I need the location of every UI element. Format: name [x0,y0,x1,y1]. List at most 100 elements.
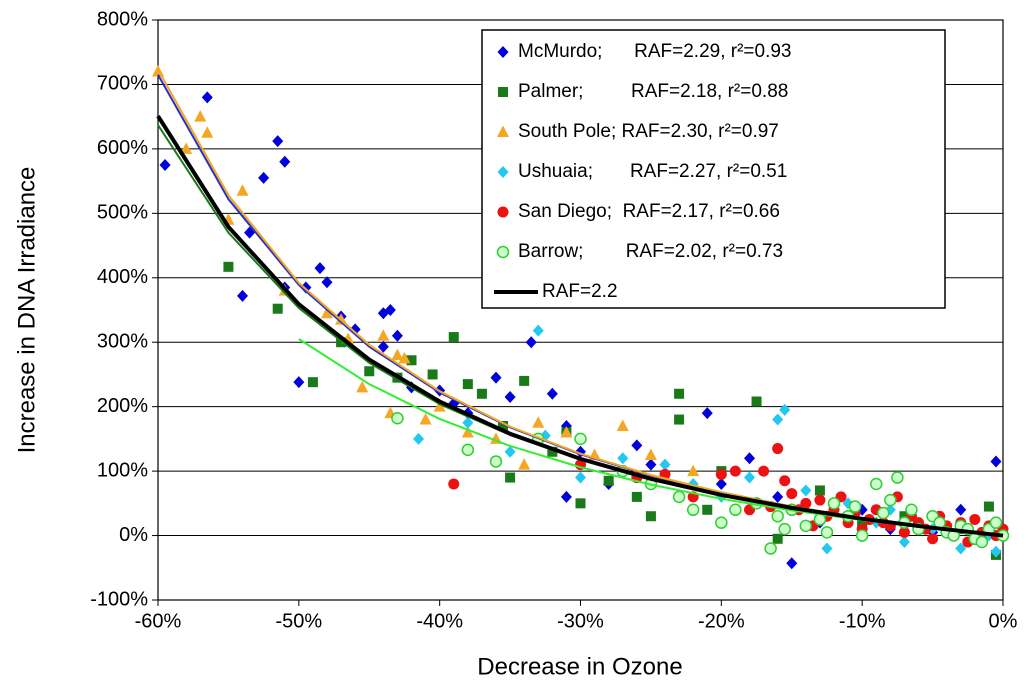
point [715,478,727,490]
legend-label: Barrow; RAF=2.02, r²=0.73 [518,241,783,262]
legend-label: San Diego; RAF=2.17, r²=0.66 [518,201,780,222]
point [744,452,755,465]
point [644,448,657,460]
point [279,155,291,168]
point [427,369,438,380]
point [751,396,762,407]
legend-marker [497,125,509,137]
point [575,471,586,484]
point [820,526,834,539]
point [377,329,390,341]
point [877,506,890,520]
point [955,542,967,555]
point [799,519,813,533]
point [645,458,657,471]
point [884,493,897,507]
point [461,425,474,438]
point [476,388,487,399]
point [236,184,249,196]
point [505,472,516,483]
legend-label: South Pole; RAF=2.30, r²=0.97 [518,121,779,142]
x-tick-label: -50% [275,610,322,632]
point [504,391,516,403]
point [413,432,425,445]
point [272,303,283,314]
point [532,324,544,337]
plot-frame [157,19,1004,601]
x-tick-label: -10% [839,610,886,632]
point [560,425,573,438]
x-tick-label: -60% [135,610,182,632]
point [518,458,531,470]
point [201,126,214,138]
point [645,511,656,522]
point [462,416,474,429]
y-tick-label: 300% [97,331,148,353]
point [194,110,207,122]
point [827,497,841,510]
point [898,526,910,538]
point [672,490,686,504]
point [686,503,700,517]
point [898,536,910,548]
point [702,504,713,515]
point [616,419,629,431]
point [546,387,558,400]
y-tick-label: 500% [97,202,148,224]
point [870,477,883,491]
point [772,413,784,426]
point [336,337,347,348]
point [701,407,713,420]
point [800,497,812,509]
point [293,376,305,389]
point [786,557,798,570]
point [258,171,270,184]
point [779,475,791,487]
point [983,501,994,512]
point [321,306,333,319]
point [391,348,404,361]
point [800,484,812,497]
y-tick-label: -100% [90,588,148,610]
point [223,261,234,272]
point [603,475,614,486]
legend-marker [496,245,510,259]
point [772,490,784,503]
y-tick-label: 100% [97,459,148,481]
point [159,159,171,171]
y-axis-title: Increase in DNA Irradiance [13,167,40,454]
point [448,478,460,490]
point [848,500,862,513]
legend-box [481,29,946,309]
point [384,304,396,316]
x-tick-label: -20% [698,610,745,632]
point [715,468,727,480]
y-tick-label: 200% [97,395,148,417]
fit-line [156,114,1004,538]
y-tick-label: 700% [97,73,148,95]
point [814,494,826,506]
point [969,513,981,525]
x-tick-label: -40% [416,610,463,632]
point [927,533,939,545]
legend-label: Palmer; RAF=2.18, r²=0.88 [518,81,788,102]
point [448,332,459,343]
point [855,529,869,542]
legend-label: Ushuaia; RAF=2.27, r²=0.51 [518,161,787,182]
point [547,446,558,457]
point [489,455,503,468]
point [490,371,502,384]
point [419,413,432,425]
point [975,535,989,549]
legend-label: RAF=2.2 [542,281,618,302]
point [575,498,586,509]
legend-marker [497,166,509,178]
point [674,414,685,425]
point [955,503,967,516]
point [891,471,904,484]
point [899,511,910,522]
point [779,403,791,416]
point [391,412,404,425]
point [307,377,318,388]
